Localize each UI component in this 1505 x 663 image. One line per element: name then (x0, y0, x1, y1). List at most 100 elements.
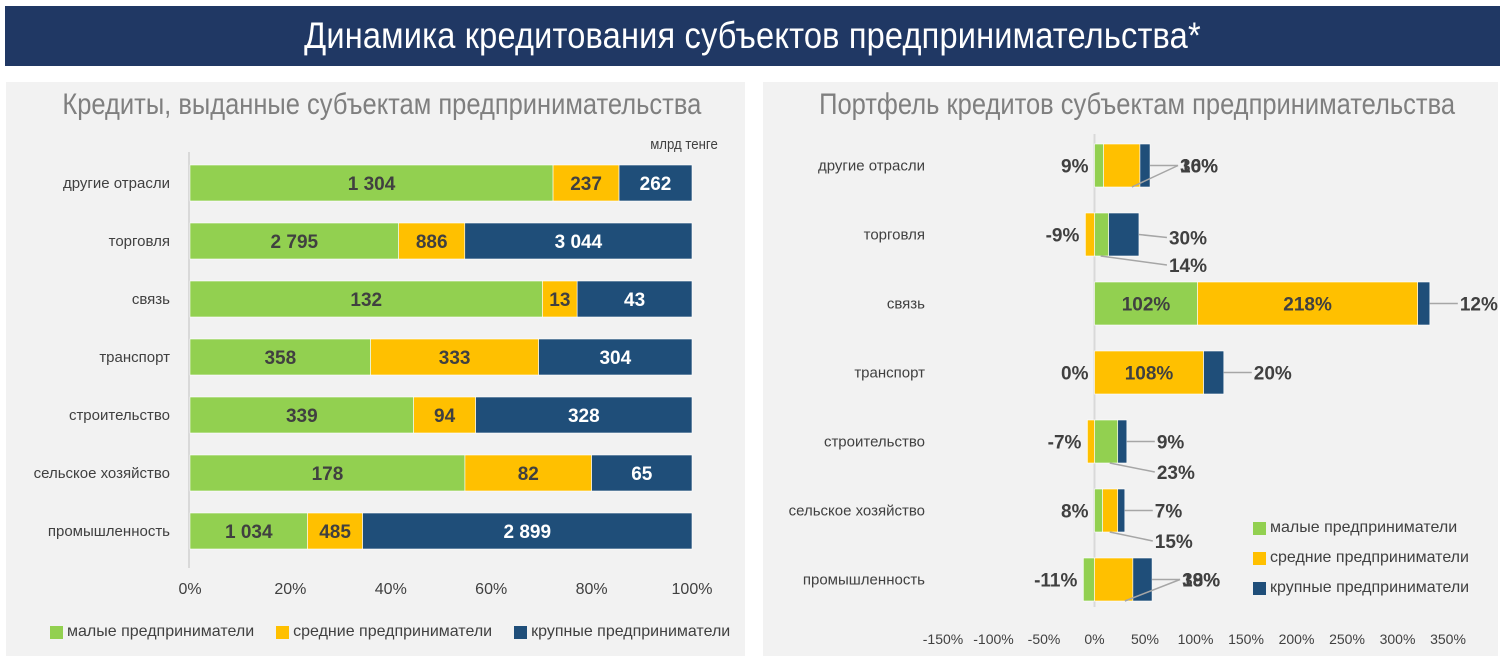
bar-medium (398, 222, 466, 260)
x-tick-label: 200% (1279, 631, 1315, 647)
left-chart-panel: Кредиты, выданные субъектам предпринимат… (6, 82, 745, 656)
category-label-связь: связь (132, 291, 170, 308)
category-label-связь: связь (887, 296, 925, 313)
x-tick-label: 50% (1131, 631, 1159, 647)
data-label-large: 20% (1254, 364, 1292, 385)
data-label-medium: 218% (1283, 295, 1332, 316)
category-label-сельское-хозяйство: сельское хозяйство (789, 503, 925, 520)
data-label-large: 19% (1182, 571, 1220, 592)
data-label-medium: 108% (1125, 364, 1174, 385)
x-tick-label: 40% (375, 581, 407, 598)
bar-large (1117, 488, 1126, 533)
data-label-medium: 886 (416, 232, 448, 253)
bar-large (1203, 350, 1225, 395)
legend-item-small: малые предприниматели (1253, 519, 1457, 537)
x-tick-label: 60% (475, 581, 507, 598)
bar-medium (370, 338, 539, 376)
category-label-торговля: торговля (864, 227, 925, 244)
bar-small (1094, 212, 1109, 257)
bar-small (189, 338, 371, 376)
data-label-large: 9% (1157, 433, 1185, 454)
bar-medium (1094, 557, 1134, 602)
data-label-large: 328 (568, 406, 600, 427)
legend-swatch-medium (1253, 551, 1266, 565)
data-label-small: 102% (1122, 295, 1171, 316)
bar-large (1117, 419, 1128, 464)
data-label-large: 304 (599, 348, 631, 369)
page-banner: Динамика кредитования субъектов предприн… (5, 6, 1500, 66)
bar-large (1417, 281, 1431, 326)
legend-item-medium: средние предприниматели (1253, 549, 1469, 567)
bar-medium (307, 512, 363, 550)
category-label-строительство: строительство (824, 434, 925, 451)
bar-small (189, 512, 308, 550)
leader-line (1109, 531, 1153, 542)
category-label-сельское-хозяйство: сельское хозяйство (34, 465, 170, 482)
data-label-small: 1 034 (225, 522, 273, 543)
legend-swatch-large (1253, 581, 1266, 595)
bar-small (189, 454, 466, 492)
category-label-торговля: торговля (109, 233, 170, 250)
data-label-medium: -7% (1048, 433, 1082, 454)
category-label-промышленность: промышленность (803, 572, 925, 589)
right-chart-panel: Портфель кредитов субъектам предпринимат… (763, 82, 1498, 656)
data-label-medium: 38% (1182, 571, 1220, 592)
bar-large (591, 454, 693, 492)
category-label-промышленность: промышленность (48, 523, 170, 540)
bar-medium (464, 454, 592, 492)
left-chart-legend: малые предприниматели средние предприним… (50, 623, 730, 641)
left-chart-title: Кредиты, выданные субъектам предпринимат… (62, 88, 702, 121)
x-tick-label: 100% (672, 581, 713, 598)
data-label-medium: 15% (1155, 532, 1193, 553)
data-label-large: 10% (1180, 157, 1218, 178)
x-tick-label: 150% (1228, 631, 1264, 647)
legend-swatch-small (50, 625, 63, 639)
data-label-small: 8% (1061, 502, 1089, 523)
bar-medium (542, 280, 578, 318)
x-tick-label: 20% (274, 581, 306, 598)
data-label-large: 7% (1155, 502, 1183, 523)
data-label-large: 3 044 (555, 232, 603, 253)
bar-large (1132, 557, 1153, 602)
leader-line (1124, 578, 1181, 602)
data-label-small: 358 (264, 348, 296, 369)
page-title: Динамика кредитования субъектов предприн… (304, 15, 1201, 56)
leader-line (1100, 255, 1168, 266)
bar-small (189, 164, 554, 202)
bar-small (189, 280, 543, 318)
bar-medium (1197, 281, 1418, 326)
bar-small (189, 222, 399, 260)
bar-small (1083, 557, 1095, 602)
legend-swatch-large (514, 625, 528, 639)
data-label-medium: 237 (570, 174, 602, 195)
x-tick-label: 0% (178, 581, 201, 598)
legend-item-medium: средние предприниматели (276, 623, 492, 641)
bar-medium (1087, 419, 1095, 464)
bar-medium (1103, 143, 1141, 188)
bar-small (189, 396, 414, 434)
data-label-medium: 13 (549, 290, 570, 311)
bar-small (1094, 143, 1104, 188)
bar-small (1094, 488, 1103, 533)
data-label-large: 43 (624, 290, 645, 311)
legend-swatch-small (1253, 521, 1266, 535)
x-tick-label: 250% (1329, 631, 1365, 647)
x-tick-label: 80% (576, 581, 608, 598)
data-label-small: 2 795 (271, 232, 319, 253)
bar-medium (1085, 212, 1095, 257)
bar-large (475, 396, 693, 434)
legend-item-small: малые предприниматели (50, 623, 254, 641)
data-label-medium: 94 (434, 406, 456, 427)
x-tick-label: -100% (973, 631, 1013, 647)
data-label-small: 0% (1061, 364, 1089, 385)
data-label-small: 23% (1157, 463, 1195, 484)
right-chart-plot: другие отрасли 9% 36%10% торговля 14% -9% 30% с… (789, 134, 1498, 647)
data-label-small: 14% (1169, 256, 1207, 277)
data-label-large: 2 899 (504, 522, 552, 543)
x-tick-label: 0% (1084, 631, 1104, 647)
unit-label: млрд тенге (650, 136, 718, 153)
data-label-large: 262 (640, 174, 672, 195)
right-chart-legend: малые предприниматели средние предприним… (1253, 519, 1469, 597)
data-label-small: 9% (1061, 157, 1089, 178)
right-chart-title: Портфель кредитов субъектам предпринимат… (819, 88, 1456, 121)
